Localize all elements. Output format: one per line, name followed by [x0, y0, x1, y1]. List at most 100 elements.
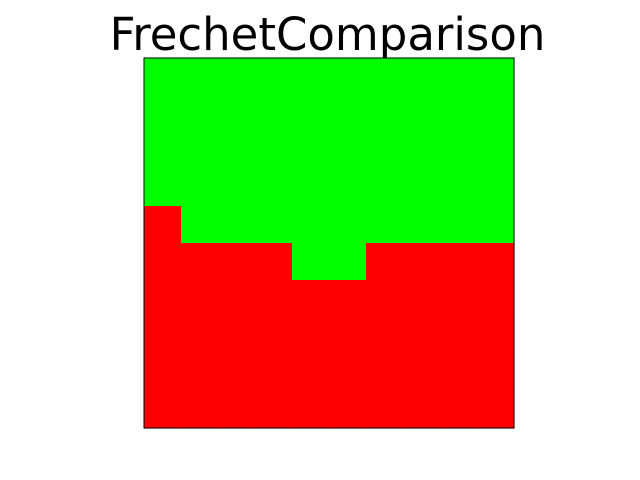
heatmap-cell-r7-c2 — [218, 317, 256, 355]
heatmap-cell-r3-c8 — [440, 169, 478, 207]
heatmap-cell-r0-c6 — [366, 58, 404, 96]
heatmap-cell-r8-c4 — [292, 354, 330, 392]
heatmap-cell-r9-c2 — [218, 391, 256, 429]
heatmap-cell-r5-c6 — [366, 243, 404, 281]
heatmap-cell-r5-c8 — [440, 243, 478, 281]
heatmap-cell-r5-c1 — [181, 243, 219, 281]
heatmap-cell-r9-c5 — [329, 391, 367, 429]
chart-title: FrechetComparison — [109, 8, 546, 61]
heatmap-cell-r4-c3 — [255, 206, 293, 244]
heatmap-cell-r0-c8 — [440, 58, 478, 96]
heatmap-cell-r5-c2 — [218, 243, 256, 281]
heatmap-cell-r4-c4 — [292, 206, 330, 244]
heatmap-cell-r0-c5 — [329, 58, 367, 96]
heatmap-cell-r4-c8 — [440, 206, 478, 244]
heatmap-cell-r4-c2 — [218, 206, 256, 244]
heatmap-cell-r2-c5 — [329, 132, 367, 170]
heatmap-cell-r8-c8 — [440, 354, 478, 392]
heatmap-cell-r3-c9 — [477, 169, 515, 207]
heatmap-cell-r3-c5 — [329, 169, 367, 207]
heatmap-cell-r6-c4 — [292, 280, 330, 318]
heatmap-cell-r1-c6 — [366, 95, 404, 133]
heatmap-cell-r1-c9 — [477, 95, 515, 133]
heatmap-cell-r2-c8 — [440, 132, 478, 170]
heatmap-cell-r1-c7 — [403, 95, 441, 133]
heatmap-cell-r7-c4 — [292, 317, 330, 355]
heatmap-cell-r0-c9 — [477, 58, 515, 96]
heatmap-cell-r2-c3 — [255, 132, 293, 170]
heatmap-cell-r4-c7 — [403, 206, 441, 244]
heatmap-cell-r7-c9 — [477, 317, 515, 355]
heatmap-cell-r4-c6 — [366, 206, 404, 244]
heatmap-cells — [144, 58, 515, 429]
heatmap-cell-r6-c8 — [440, 280, 478, 318]
heatmap-cell-r9-c3 — [255, 391, 293, 429]
heatmap-cell-r7-c6 — [366, 317, 404, 355]
heatmap-cell-r6-c2 — [218, 280, 256, 318]
heatmap-cell-r1-c3 — [255, 95, 293, 133]
heatmap-cell-r8-c7 — [403, 354, 441, 392]
heatmap-cell-r0-c4 — [292, 58, 330, 96]
heatmap-cell-r7-c8 — [440, 317, 478, 355]
plot-frame — [143, 57, 515, 429]
heatmap-cell-r7-c7 — [403, 317, 441, 355]
heatmap-cell-r1-c2 — [218, 95, 256, 133]
heatmap-cell-r1-c4 — [292, 95, 330, 133]
heatmap-cell-r6-c5 — [329, 280, 367, 318]
heatmap-cell-r2-c7 — [403, 132, 441, 170]
heatmap-cell-r2-c9 — [477, 132, 515, 170]
heatmap-cell-r5-c7 — [403, 243, 441, 281]
heatmap-cell-r8-c6 — [366, 354, 404, 392]
heatmap-cell-r3-c2 — [218, 169, 256, 207]
heatmap-cell-r3-c7 — [403, 169, 441, 207]
heatmap-cell-r9-c4 — [292, 391, 330, 429]
heatmap-cell-r6-c6 — [366, 280, 404, 318]
heatmap-cell-r5-c4 — [292, 243, 330, 281]
heatmap-cell-r8-c1 — [181, 354, 219, 392]
heatmap-cell-r7-c1 — [181, 317, 219, 355]
heatmap-cell-r4-c5 — [329, 206, 367, 244]
heatmap-cell-r7-c0 — [144, 317, 182, 355]
heatmap-cell-r8-c0 — [144, 354, 182, 392]
heatmap-cell-r9-c1 — [181, 391, 219, 429]
heatmap-cell-r8-c3 — [255, 354, 293, 392]
heatmap-cell-r3-c6 — [366, 169, 404, 207]
heatmap-cell-r6-c7 — [403, 280, 441, 318]
heatmap-cell-r3-c4 — [292, 169, 330, 207]
heatmap-cell-r6-c0 — [144, 280, 182, 318]
heatmap-cell-r0-c3 — [255, 58, 293, 96]
heatmap-cell-r5-c5 — [329, 243, 367, 281]
heatmap-cell-r2-c4 — [292, 132, 330, 170]
heatmap-cell-r4-c9 — [477, 206, 515, 244]
heatmap-cell-r0-c7 — [403, 58, 441, 96]
heatmap-cell-r2-c1 — [181, 132, 219, 170]
heatmap-cell-r7-c3 — [255, 317, 293, 355]
heatmap-cell-r9-c8 — [440, 391, 478, 429]
heatmap-cell-r1-c1 — [181, 95, 219, 133]
heatmap-cell-r9-c7 — [403, 391, 441, 429]
heatmap-cell-r9-c0 — [144, 391, 182, 429]
heatmap-cell-r9-c9 — [477, 391, 515, 429]
heatmap-cell-r6-c3 — [255, 280, 293, 318]
heatmap-cell-r0-c0 — [144, 58, 182, 96]
heatmap-cell-r6-c1 — [181, 280, 219, 318]
heatmap-cell-r0-c2 — [218, 58, 256, 96]
heatmap-cell-r2-c6 — [366, 132, 404, 170]
heatmap-cell-r3-c1 — [181, 169, 219, 207]
heatmap-cell-r8-c2 — [218, 354, 256, 392]
heatmap-cell-r3-c0 — [144, 169, 182, 207]
heatmap-cell-r1-c0 — [144, 95, 182, 133]
heatmap-cell-r2-c0 — [144, 132, 182, 170]
heatmap-cell-r3-c3 — [255, 169, 293, 207]
heatmap-cell-r8-c5 — [329, 354, 367, 392]
heatmap-cell-r1-c8 — [440, 95, 478, 133]
heatmap-cell-r5-c0 — [144, 243, 182, 281]
heatmap-cell-r2-c2 — [218, 132, 256, 170]
heatmap-cell-r0-c1 — [181, 58, 219, 96]
heatmap-cell-r7-c5 — [329, 317, 367, 355]
heatmap-cell-r8-c9 — [477, 354, 515, 392]
heatmap-cell-r1-c5 — [329, 95, 367, 133]
heatmap-cell-r4-c1 — [181, 206, 219, 244]
heatmap-cell-r9-c6 — [366, 391, 404, 429]
